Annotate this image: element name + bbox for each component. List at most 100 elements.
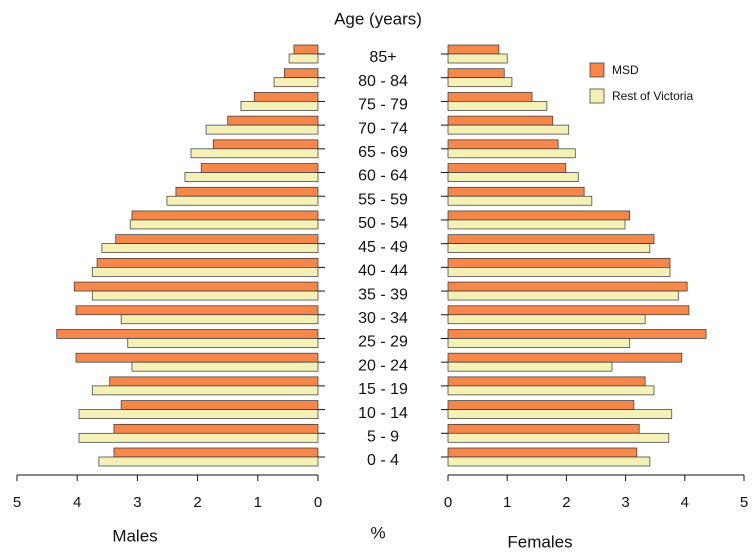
x-tick-label: 5 [13,494,21,511]
male-bar [200,163,319,173]
female-bar [447,53,508,64]
female-bar [447,92,533,102]
male-bar [56,329,319,339]
male-bar [96,258,319,268]
male-bar [283,68,319,79]
male-bar [184,172,319,182]
x-tick-label: 4 [73,494,81,511]
male-bar [120,400,319,410]
male-bar [205,124,319,135]
female-bar [447,258,671,268]
female-bar [447,68,505,79]
male-bar [293,44,319,55]
category-label: 50 - 54 [358,215,408,232]
category-label: 70 - 74 [358,120,408,137]
male-bar [212,139,319,150]
category-label: 60 - 64 [358,168,408,185]
legend-swatch [589,62,605,78]
female-bar [447,234,655,244]
female-bar [447,163,567,173]
x-label: % [370,523,385,542]
female-bar [447,456,651,467]
male-bar [73,281,319,292]
female-bar [447,243,651,253]
category-label: 20 - 24 [358,357,408,374]
x-tick-label: 0 [444,494,452,511]
female-bar [447,314,646,325]
category-label: 45 - 49 [358,239,408,256]
male-bar [129,219,319,230]
category-label: 5 - 9 [367,429,399,446]
x-tick-label: 3 [621,494,629,511]
male-bar [190,148,319,159]
female-bar [447,124,570,135]
category-label: 25 - 29 [358,334,408,351]
female-bar [447,376,646,387]
category-label: 35 - 39 [358,286,408,303]
x-tick-label: 0 [314,494,322,511]
female-bar [447,281,688,292]
female-bar [447,432,670,443]
right-label: Females [507,532,572,551]
x-tick-label: 1 [254,494,262,511]
male-bar [101,243,319,253]
male-bar [78,432,319,443]
male-bar [131,361,319,372]
category-label: 75 - 79 [358,97,408,114]
category-label: 85+ [369,49,396,66]
female-bar [447,385,655,396]
female-bar [447,77,513,88]
legend-swatch [589,88,605,104]
female-bar [447,305,690,316]
female-bar [447,210,631,221]
category-label: 0 - 4 [367,452,399,469]
male-bar [115,234,319,244]
male-bar [113,447,319,458]
male-bar [109,376,319,387]
male-bar [75,305,319,316]
legend-label: Rest of Victoria [612,89,693,103]
female-bar [447,423,640,434]
category-label: 30 - 34 [358,310,408,327]
female-bar [447,101,548,111]
x-tick-label: 5 [740,494,748,511]
male-bar [91,385,319,396]
male-bar [131,210,319,221]
female-bar [447,447,638,458]
legend-label: MSD [612,63,639,77]
male-bar [91,290,319,301]
male-bar [127,338,319,348]
female-bar [447,219,626,230]
male-bar [273,77,319,88]
female-bar [447,172,579,182]
female-bar [447,361,613,372]
female-bar [447,195,593,206]
x-tick-label: 2 [193,494,201,511]
female-bar [447,329,707,339]
male-bar [78,409,319,419]
female-bar [447,186,585,197]
x-tick-label: 4 [681,494,689,511]
category-label: 15 - 19 [358,381,408,398]
female-bar [447,115,554,126]
male-bar [253,92,319,102]
male-bar [288,53,319,64]
category-label: 80 - 84 [358,73,408,90]
male-bar [227,115,319,126]
male-bar [240,101,319,111]
female-bar [447,290,679,301]
female-bar [447,352,683,363]
left-label: Males [112,526,157,545]
category-label: 65 - 69 [358,144,408,161]
female-bar [447,400,635,410]
category-label: 10 - 14 [358,405,408,422]
chart-title: Age (years) [334,9,422,28]
female-bar [447,139,559,150]
x-tick-label: 1 [503,494,511,511]
female-bar [447,267,671,277]
male-bar [113,423,319,434]
x-tick-label: 2 [562,494,570,511]
female-bar [447,409,673,419]
male-bar [175,186,319,197]
